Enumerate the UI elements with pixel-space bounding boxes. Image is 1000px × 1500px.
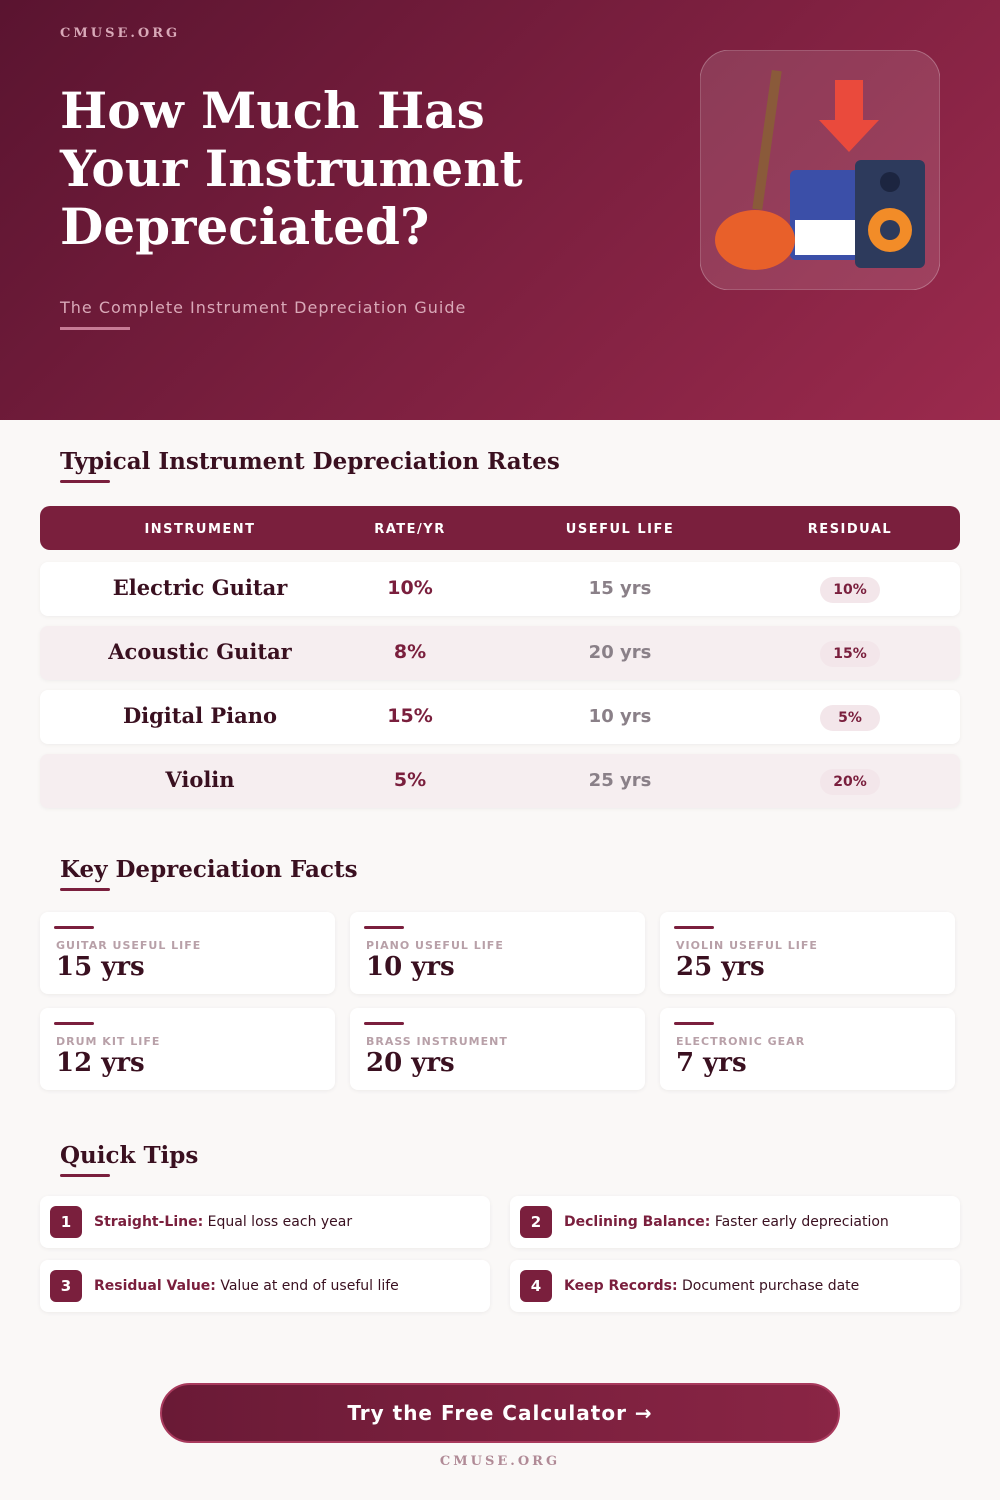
underline	[60, 888, 110, 891]
section-title: Quick Tips	[60, 1142, 199, 1169]
accent	[60, 327, 130, 330]
residual: 20%	[820, 769, 880, 795]
fact-card	[40, 1008, 335, 1090]
fact-label: PIANO USEFUL LIFE	[366, 939, 504, 952]
column-header: USEFUL LIFE	[565, 522, 675, 537]
instrument: Digital Piano	[122, 703, 278, 728]
underline	[60, 1174, 110, 1177]
fact-card	[660, 912, 955, 994]
fact-label: DRUM KIT LIFE	[56, 1035, 161, 1048]
useful-life: 20 yrs	[588, 642, 652, 663]
fact-accent	[54, 1022, 94, 1025]
rate: 10%	[387, 577, 433, 599]
residual: 15%	[820, 641, 880, 667]
fact-accent	[364, 1022, 404, 1025]
fact-label: ELECTRONIC GEAR	[676, 1035, 806, 1048]
fact-label: VIOLIN USEFUL LIFE	[676, 939, 818, 952]
tip-line: Declining Balance: Faster early deprecia…	[564, 1214, 889, 1230]
fact-card	[660, 1008, 955, 1090]
fact-accent	[364, 926, 404, 929]
fact-label: GUITAR USEFUL LIFE	[56, 939, 202, 952]
fact-card	[350, 912, 645, 994]
fact-value: 25 yrs	[676, 952, 765, 982]
fact-value: 7 yrs	[676, 1048, 747, 1078]
title: How Much Has Your Instrument Depreciated…	[60, 81, 523, 256]
tip-line: Residual Value: Value at end of useful l…	[94, 1278, 399, 1294]
fact-value: 12 yrs	[56, 1048, 145, 1078]
useful-life: 15 yrs	[588, 578, 652, 599]
tip-term: Residual Value:	[94, 1278, 216, 1294]
fact-accent	[674, 926, 714, 929]
table-header	[40, 506, 960, 550]
rate: 5%	[393, 769, 427, 791]
tip-card	[510, 1196, 960, 1248]
tip-number: 1	[50, 1206, 82, 1238]
column-header: RATE/YR	[374, 522, 446, 537]
table-row	[40, 754, 960, 808]
useful-life: 10 yrs	[588, 706, 652, 727]
illustration	[700, 50, 940, 290]
section-title: Typical Instrument Depreciation Rates	[60, 448, 560, 475]
rate: 15%	[387, 705, 433, 727]
fact-card	[350, 1008, 645, 1090]
instrument: Violin	[165, 767, 235, 792]
useful-life: 25 yrs	[588, 770, 652, 791]
tip-number: 2	[520, 1206, 552, 1238]
brand: CMUSE.ORG	[60, 26, 181, 41]
fact-value: 15 yrs	[56, 952, 145, 982]
tip-card	[40, 1260, 490, 1312]
residual: 10%	[820, 577, 880, 603]
instrument: Acoustic Guitar	[108, 639, 292, 664]
fact-label: BRASS INSTRUMENT	[366, 1035, 508, 1048]
tip-term: Keep Records:	[564, 1278, 678, 1294]
instrument: Electric Guitar	[112, 575, 288, 600]
section-title: Key Depreciation Facts	[60, 856, 358, 883]
tip-card	[510, 1260, 960, 1312]
fact-accent	[674, 1022, 714, 1025]
tip-term: Straight-Line:	[94, 1214, 204, 1230]
tip-text: Faster early depreciation	[714, 1214, 889, 1230]
tip-line: Keep Records: Document purchase date	[564, 1278, 859, 1294]
table-row	[40, 690, 960, 744]
tip-text: Document purchase date	[682, 1278, 860, 1294]
table-row	[40, 562, 960, 616]
cta-button[interactable]: Try the Free Calculator →	[160, 1383, 840, 1443]
table-row	[40, 626, 960, 680]
tip-text: Value at end of useful life	[220, 1278, 399, 1294]
tip-number: 3	[50, 1270, 82, 1302]
tip-card	[40, 1196, 490, 1248]
fact-accent	[54, 926, 94, 929]
fact-card	[40, 912, 335, 994]
subtitle: The Complete Instrument Depreciation Gui…	[60, 298, 467, 317]
column-header: RESIDUAL	[807, 522, 893, 537]
underline	[60, 480, 110, 483]
tip-text: Equal loss each year	[207, 1214, 353, 1230]
column-header: INSTRUMENT	[144, 522, 256, 537]
rate: 8%	[393, 641, 427, 663]
footer: CMUSE.ORG	[439, 1454, 561, 1469]
tip-number: 4	[520, 1270, 552, 1302]
header: CMUSE.ORG How Much Has Your Instrument D…	[0, 0, 1000, 420]
residual: 5%	[820, 705, 880, 731]
fact-value: 20 yrs	[366, 1048, 455, 1078]
tip-term: Declining Balance:	[564, 1214, 711, 1230]
fact-value: 10 yrs	[366, 952, 455, 982]
tip-line: Straight-Line: Equal loss each year	[94, 1214, 352, 1230]
